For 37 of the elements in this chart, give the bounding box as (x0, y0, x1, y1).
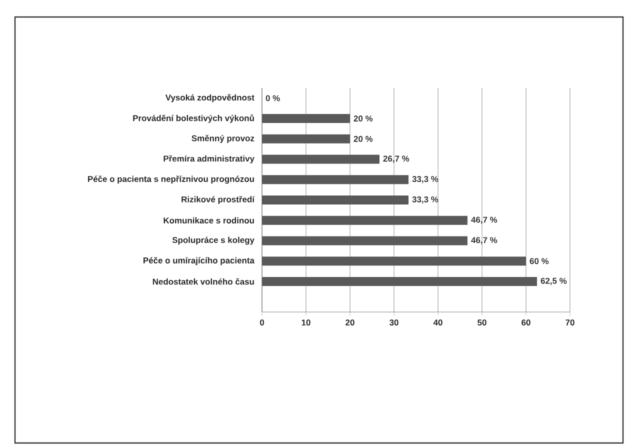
bar (262, 216, 468, 225)
x-tick-label: 40 (433, 320, 442, 326)
data-label: 46,7 % (471, 237, 498, 244)
x-tick-label: 0 (260, 320, 264, 326)
y-tick-label: Provádění bolestivých výkonů (133, 114, 254, 123)
data-label: 20 % (354, 136, 373, 142)
data-label: 46,7 % (471, 216, 498, 224)
bar (262, 114, 350, 124)
y-tick-label: Vysoká zodpovědnost (165, 94, 254, 102)
data-label: 26,7 % (383, 156, 410, 163)
data-label: 60 % (530, 258, 549, 264)
x-tick-label: 20 (346, 320, 354, 326)
data-label: 33,3 % (412, 196, 438, 204)
bar (262, 196, 409, 204)
bar (262, 276, 537, 286)
bar (262, 134, 350, 144)
data-label: 33,3 % (412, 176, 438, 184)
bar (262, 256, 526, 266)
y-tick-label: Přemíra administrativy (164, 155, 254, 164)
y-tick-label: Spolupráce s kolegy (172, 236, 254, 245)
x-tick-label: 30 (389, 320, 398, 326)
bar (262, 154, 380, 164)
data-label: 20 % (354, 116, 373, 122)
x-tick-label: 60 (522, 320, 530, 326)
y-tick-label: Rizikové prostředí (182, 196, 255, 204)
y-tick-label: Komunikace s rodinou (164, 217, 254, 224)
y-tick-label: Směnný provoz (192, 134, 254, 143)
data-label: 62,5 % (540, 278, 567, 286)
x-tick-label: 70 (566, 320, 574, 326)
y-tick-label: Péče o pacienta s nepříznivou prognózou (88, 176, 254, 184)
bar (262, 175, 409, 184)
data-label: 0 % (266, 95, 280, 102)
bar (262, 236, 468, 246)
y-tick-label: Péče o umírajícího pacienta (144, 257, 255, 266)
y-tick-label: Nedostatek volného času (152, 278, 254, 285)
x-tick-label: 50 (478, 320, 486, 326)
x-tick-label: 10 (302, 320, 310, 326)
